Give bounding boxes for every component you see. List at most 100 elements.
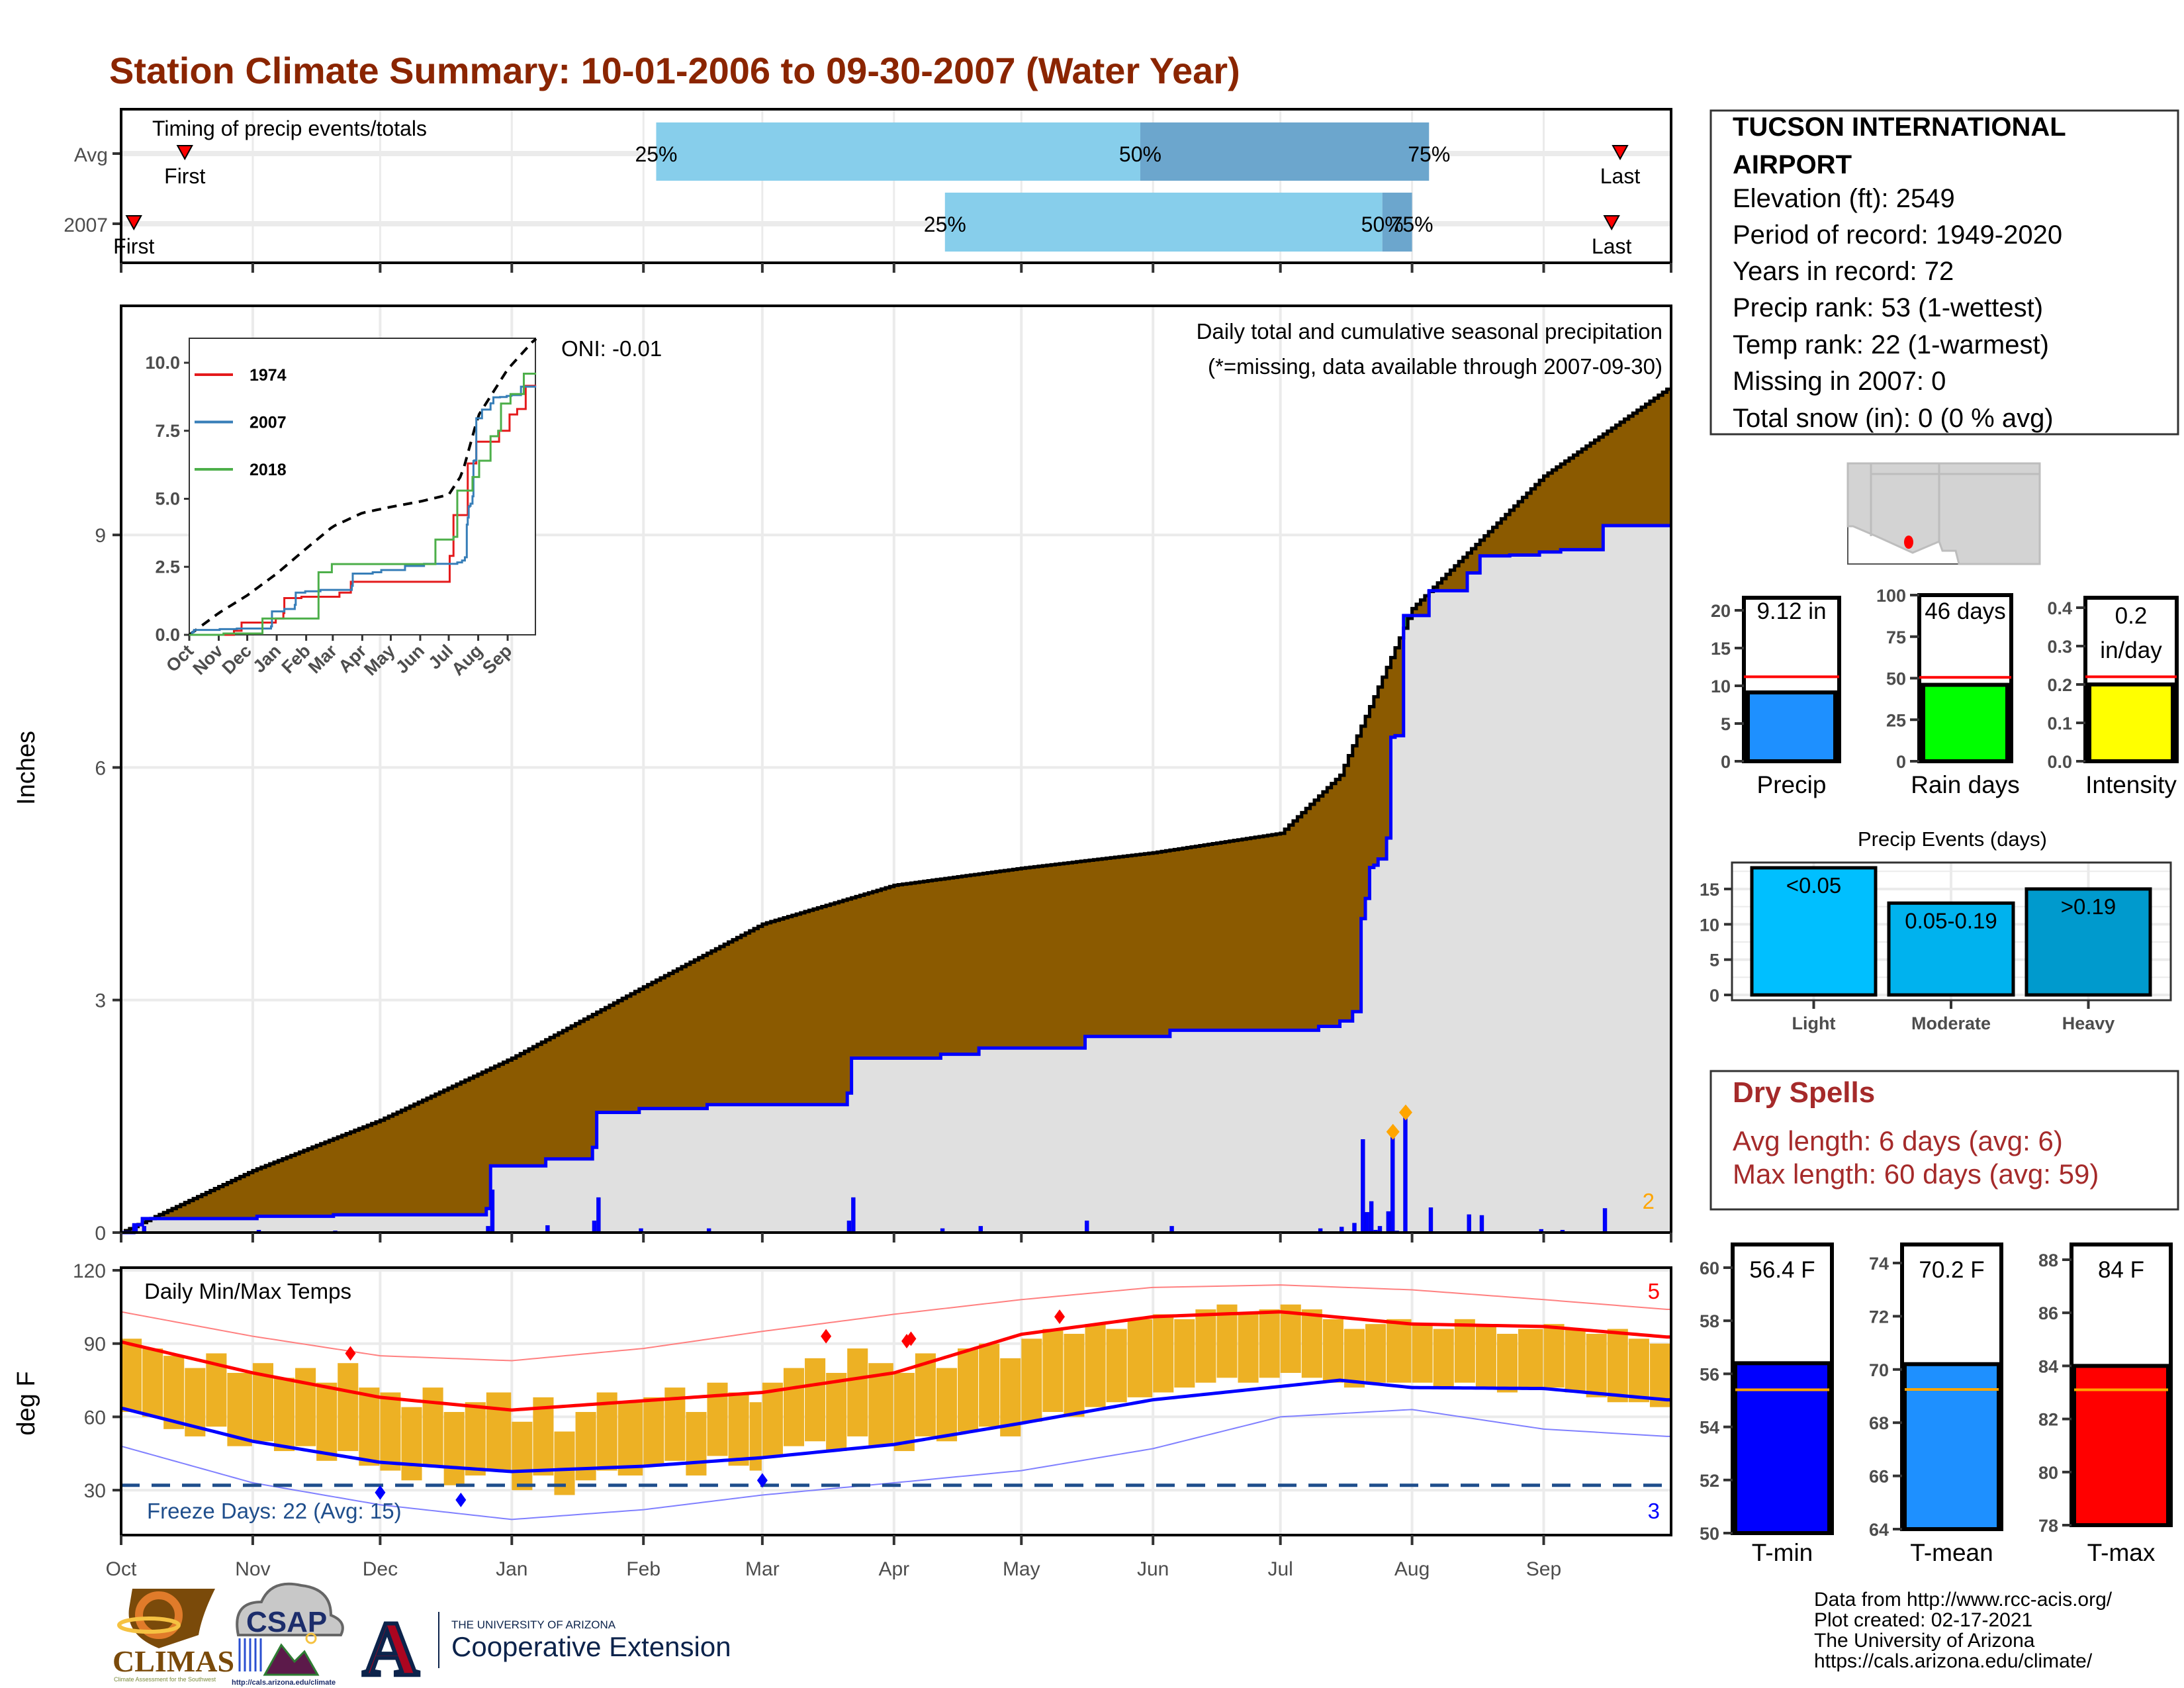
record-low-count: 3 (1648, 1499, 1660, 1523)
rain-days-tick-label: 75 (1886, 628, 1906, 647)
csap-wordmark: CSAP (246, 1606, 327, 1638)
daily-temp-range-bar (749, 1402, 762, 1471)
intensity-value-unit: in/day (2100, 637, 2162, 663)
observed-cumulative-line (121, 524, 1671, 1235)
precip-chart-title: Daily total and cumulative seasonal prec… (1197, 319, 1662, 344)
precip-panel-frame (120, 305, 1672, 1234)
daily-precip-bar (592, 1220, 597, 1233)
timing-label-50: 50% (1361, 212, 1404, 236)
inset-y-tick-label: 5.0 (155, 489, 180, 509)
temp-y-tick-label: 90 (84, 1334, 106, 1356)
record-low-marker-icon (756, 1473, 768, 1488)
month-label-Dec: Dec (363, 1558, 398, 1580)
events-y-tick-label: 10 (1700, 915, 1719, 935)
daily-precip-bar (1361, 1139, 1365, 1233)
inset-y-tick-label: 10.0 (145, 353, 180, 373)
month-label-Sep: Sep (1526, 1558, 1561, 1580)
daily-temp-range-bar (826, 1372, 847, 1452)
daily-temp-range-bar (1433, 1329, 1454, 1388)
daily-temp-range-bar (1106, 1329, 1127, 1403)
daily-temp-range-bar (617, 1402, 643, 1476)
inset-y-tick-label: 0.0 (155, 625, 180, 645)
daily-temp-range-bar (762, 1382, 783, 1456)
ua-block-a-icon: A (363, 1605, 419, 1688)
freeze-days-text: Freeze Days: 22 (Avg: 15) (147, 1499, 402, 1523)
timing-label-75: 75% (1408, 142, 1450, 166)
precip-event-category-label: Heavy (2062, 1013, 2115, 1033)
tmin-value: 56.4 F (1749, 1257, 1815, 1283)
daily-temp-range-bar (1127, 1319, 1153, 1397)
precip-event-category-label: Moderate (1911, 1013, 1991, 1033)
cooperative-extension-wordmark: Cooperative Extension (451, 1631, 731, 1662)
precip-event-bar-label: 0.05-0.19 (1905, 908, 1997, 933)
rain-days-tick-label: 50 (1886, 669, 1906, 689)
tmean-tick-label: 74 (1869, 1254, 1889, 1274)
csap-cloud (236, 1582, 344, 1636)
record-max-line (120, 1284, 1671, 1362)
dry-spells-box: Dry Spells Avg length: 6 days (avg: 6) M… (1709, 1070, 2179, 1211)
dry-spells-max: Max length: 60 days (avg: 59) (1733, 1158, 2099, 1190)
tmin-tick-label: 54 (1700, 1418, 1719, 1438)
daily-precip-bar (1386, 1211, 1391, 1233)
rain-days-tick-label: 100 (1876, 586, 1906, 606)
daily-temp-range-bar (1565, 1329, 1586, 1393)
footer-plot-created: Plot created: 02-17-2021 (1814, 1609, 2032, 1631)
intensity-value: 0.2 (2115, 603, 2148, 629)
tmin-tick-label: 52 (1700, 1471, 1719, 1491)
precip-events-title: Precip Events (days) (1858, 827, 2047, 851)
timing-title: Timing of precip events/totals (152, 117, 427, 140)
station-name: TUCSON INTERNATIONAL (1733, 113, 2066, 142)
ua-name: THE UNIVERSITY OF ARIZONA (451, 1618, 616, 1631)
month-label-Oct: Oct (106, 1558, 137, 1580)
daily-precip-bar (490, 1190, 495, 1233)
intensity-tick-label: 0.1 (2047, 714, 2072, 733)
tmean-tick-label: 66 (1869, 1467, 1889, 1487)
precip-y-tick-label: 0 (95, 1223, 106, 1244)
tmin-tick-label: 58 (1700, 1311, 1719, 1331)
daily-precip-bar (1085, 1220, 1089, 1233)
dry-spells-avg: Avg length: 6 days (avg: 6) (1733, 1125, 2063, 1156)
precip-event-bar-label: <0.05 (1786, 873, 1842, 898)
tmean-tick-label: 68 (1869, 1413, 1889, 1433)
tmean-value: 70.2 F (1919, 1257, 1984, 1283)
daily-temp-range-bar (316, 1382, 338, 1461)
tmin-tick-label: 50 (1700, 1524, 1719, 1544)
missing-count: Missing in 2007: 0 (1733, 367, 1946, 396)
daily-temp-range-bar (1607, 1329, 1628, 1403)
record-min-line (120, 1409, 1671, 1521)
daily-temp-range-bar (273, 1378, 295, 1452)
record-low-marker-icon (375, 1485, 386, 1500)
years-in-record: Years in record: 72 (1733, 257, 1954, 286)
tmax-tick-label: 86 (2038, 1303, 2058, 1323)
daily-temp-range-bar (1174, 1319, 1195, 1388)
daily-temp-range-bar (1238, 1314, 1259, 1383)
climas-ring (117, 1617, 181, 1634)
daily-temp-range-bar (486, 1392, 512, 1471)
daily-precip-bar (1428, 1207, 1433, 1233)
last-event-label: Last (1600, 164, 1641, 188)
legend-label-2007: 2007 (250, 414, 287, 432)
dry-spells-title: Dry Spells (1733, 1076, 1875, 1109)
daily-temp-range-bar (163, 1356, 185, 1429)
inset-series-line-2007 (189, 385, 537, 636)
station-location-dot (1904, 536, 1913, 549)
month-label-Apr: Apr (878, 1558, 909, 1580)
precip-y-tick-label: 6 (95, 757, 106, 779)
inset-series-line-1974 (189, 385, 537, 636)
daily-temp-range-bar (1343, 1329, 1365, 1388)
precip-event-bar-light (1750, 866, 1878, 997)
timing-bar-50-75 (1382, 193, 1412, 252)
timing-label-50: 50% (1119, 142, 1161, 166)
timing-panel-frame (120, 108, 1672, 264)
events-panel-frame (1731, 861, 2172, 1002)
temp-y-axis-title: deg F (13, 1371, 40, 1435)
map-state-shapes (1846, 462, 2041, 565)
intensity-label: Intensity (2085, 771, 2177, 798)
month-label-Aug: Aug (1394, 1558, 1430, 1580)
temp-rank: Temp rank: 22 (1-warmest) (1733, 330, 2049, 359)
station-info-box: TUCSON INTERNATIONAL AIRPORT Elevation (… (1709, 109, 2179, 436)
period-of-record: Period of record: 1949-2020 (1733, 220, 2062, 250)
climas-swirl (135, 1591, 183, 1639)
